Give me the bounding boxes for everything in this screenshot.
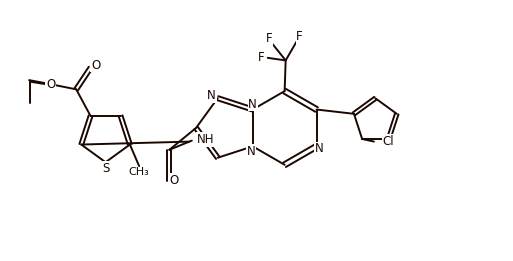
Text: N: N [248, 98, 257, 111]
Text: N: N [207, 89, 216, 102]
Text: O: O [170, 174, 179, 187]
Text: N: N [314, 143, 324, 155]
Text: F: F [265, 32, 272, 45]
Text: O: O [91, 59, 100, 72]
Text: CH₃: CH₃ [129, 167, 149, 177]
Text: S: S [387, 136, 395, 149]
Text: S: S [102, 162, 109, 175]
Text: F: F [259, 51, 265, 64]
Text: N: N [247, 145, 255, 158]
Text: O: O [46, 78, 55, 91]
Text: NH: NH [197, 133, 214, 146]
Text: Cl: Cl [383, 135, 394, 148]
Text: F: F [296, 30, 303, 43]
